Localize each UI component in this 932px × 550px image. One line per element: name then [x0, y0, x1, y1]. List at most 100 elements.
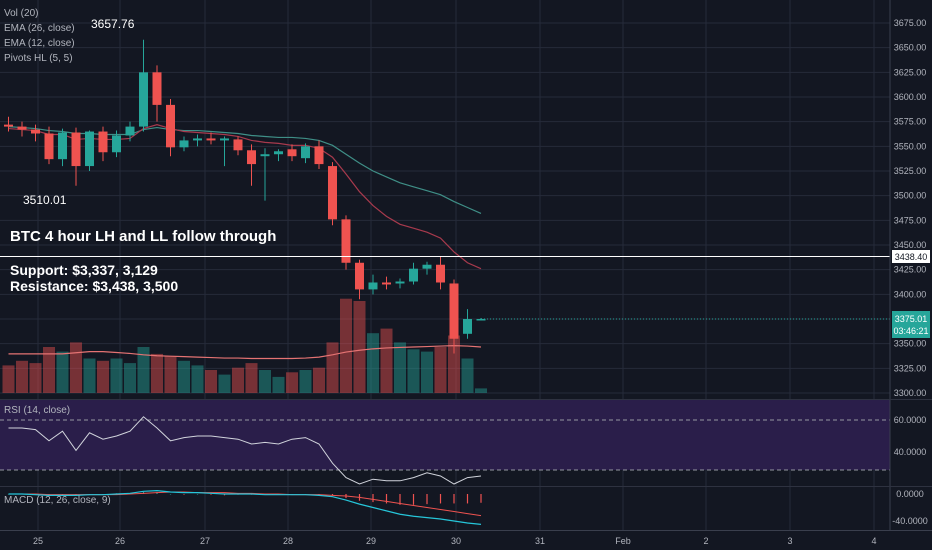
rsi-band [0, 400, 890, 470]
macd-histogram-bar [385, 494, 388, 504]
price-axis-tick: 3300.00 [894, 388, 927, 398]
candle-body [395, 281, 405, 284]
price-axis-tick: 3500.00 [894, 191, 927, 201]
candle-body [341, 219, 351, 263]
candle-body [44, 133, 54, 160]
candle-body [260, 154, 270, 157]
indicator-label-ema26[interactable]: EMA (26, close) [4, 23, 75, 34]
macd-histogram-bar [169, 494, 172, 495]
time-axis-label: 4 [871, 536, 876, 546]
price-axis-tick: 3350.00 [894, 339, 927, 349]
candles[interactable] [4, 39, 486, 354]
volume-bar [164, 356, 177, 393]
indicator-label-vol[interactable]: Vol (20) [4, 8, 38, 19]
chart-title-annotation[interactable]: BTC 4 hour LH and LL follow through [10, 228, 276, 245]
resistance-price-tag: 3438.40 [892, 250, 930, 263]
time-axis-label: 26 [115, 536, 125, 546]
support-annotation[interactable]: Support: $3,337, 3,129 [10, 262, 158, 278]
candle-body [17, 126, 27, 130]
volume-bar [137, 347, 150, 393]
rsi-axis: 60.0000 40.0000 [894, 415, 927, 457]
macd-line [8, 490, 482, 525]
time-axis-label: 30 [451, 536, 461, 546]
candle-body [71, 132, 81, 167]
price-axis-tick: 3575.00 [894, 117, 927, 127]
candle-body [206, 138, 216, 141]
volume-ma-line [8, 345, 482, 360]
volume-bar [299, 370, 312, 393]
volume-bar [232, 367, 244, 393]
time-axis-label: 29 [366, 536, 376, 546]
time-axis-label: 27 [200, 536, 210, 546]
volume-bar [461, 358, 474, 393]
price-axis-tick: 3600.00 [894, 92, 927, 102]
macd-histogram-bar [183, 494, 185, 495]
candle-body [125, 126, 135, 136]
volume-bar [245, 363, 258, 393]
macd-axis-tick: 0.0000 [896, 489, 924, 499]
candle-body [422, 264, 432, 269]
candle-body [328, 166, 337, 220]
indicator-label-pivots[interactable]: Pivots HL (5, 5) [4, 53, 73, 64]
candle-body [220, 138, 229, 141]
candle-body [314, 146, 324, 165]
candle-body [274, 151, 283, 155]
volume-bar [70, 342, 82, 393]
volume-bar [29, 363, 42, 393]
price-axis-tick: 3625.00 [894, 67, 927, 77]
time-axis[interactable]: 25 26 27 28 29 30 31 Feb 2 3 4 [33, 536, 877, 546]
candle-body [85, 131, 94, 167]
macd-histogram-bar [439, 494, 442, 504]
volume-bar [83, 358, 96, 393]
price-axis-tick: 3325.00 [894, 363, 927, 373]
time-axis-label: 2 [703, 536, 708, 546]
indicator-label-ema12[interactable]: EMA (12, close) [4, 38, 75, 49]
time-axis-label: 25 [33, 536, 43, 546]
resistance-annotation[interactable]: Resistance: $3,438, 3,500 [10, 278, 178, 294]
countdown-tag-text: 03:46:21 [893, 326, 928, 336]
volume-bar [340, 298, 352, 393]
volume-bar [205, 370, 217, 393]
volume-bar [56, 351, 69, 393]
price-axis-tick: 3425.00 [894, 265, 927, 275]
indicator-label-macd[interactable]: MACD (12, 26, close, 9) [4, 495, 111, 506]
volume-bar [394, 342, 406, 393]
volume-bar [434, 347, 447, 393]
candle-body [4, 124, 13, 127]
price-axis-tick: 3450.00 [894, 240, 927, 250]
rsi-line [8, 416, 482, 485]
volume-bar [97, 360, 109, 393]
candle-body [166, 104, 175, 148]
macd-axis: 0.0000 -40.0000 [892, 489, 928, 526]
volume-bar [272, 376, 285, 393]
candle-body [247, 150, 256, 165]
macd-histogram-bar [372, 494, 374, 503]
time-axis-label: Feb [615, 536, 631, 546]
volume-bar [326, 342, 339, 393]
macd-histogram-bar [399, 494, 401, 505]
last-price-tag-text: 3375.01 [895, 314, 928, 324]
resistance-price-tag-text: 3438.40 [895, 252, 928, 262]
volume-bar [475, 388, 487, 393]
lower-panes [0, 416, 890, 525]
candle-body [139, 72, 148, 127]
candle-body [368, 282, 378, 290]
price-axis-tick: 3400.00 [894, 289, 927, 299]
last-price-tag: 3375.01 03:46:21 [892, 311, 930, 338]
candle-body [287, 149, 297, 157]
candle-body [112, 135, 121, 153]
candle-body [233, 139, 243, 151]
macd-histogram-bar [466, 494, 469, 504]
candle-body [463, 319, 472, 334]
volume-bar [43, 347, 55, 393]
candle-body [58, 132, 67, 160]
candle-body [193, 138, 202, 141]
macd-axis-tick: -40.0000 [892, 516, 928, 526]
indicator-label-rsi[interactable]: RSI (14, close) [4, 405, 70, 416]
candle-body [301, 146, 310, 159]
macd-histogram-bar [453, 494, 455, 504]
candle-body [409, 268, 418, 282]
volume-bar [110, 358, 123, 393]
